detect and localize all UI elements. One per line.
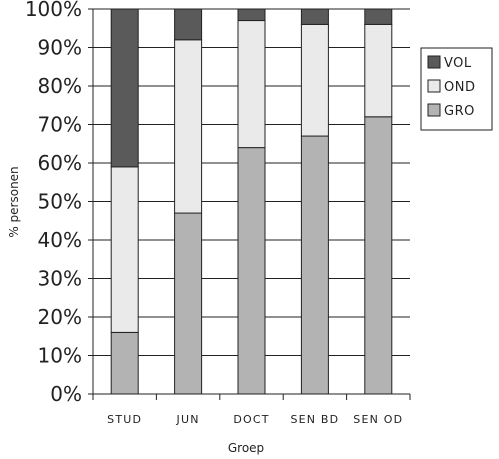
y-tick-label: 20% (38, 305, 82, 329)
legend: VOL OND GRO (420, 47, 493, 131)
bar-segment-ond (110, 166, 139, 333)
y-tick-label: 0% (50, 382, 82, 406)
bar-segment-vol (110, 8, 139, 168)
x-tick-label: JUN (176, 413, 200, 426)
bar-segment-ond (237, 20, 266, 149)
bar-segment-gro (174, 212, 203, 395)
bar-segment-gro (237, 147, 266, 395)
y-tick-labels: 0% 10% 20% 30% 40% 50% 60% 70% 80% 90% 100% (25, 0, 93, 406)
axes (92, 9, 411, 400)
y-tick-label: 70% (38, 113, 82, 137)
x-axis-title: Groep (228, 441, 264, 455)
y-axis-title: % personen (7, 166, 21, 237)
legend-label-ond: OND (444, 80, 475, 95)
bar-segment-vol (364, 8, 393, 25)
bar-segment-gro (300, 135, 329, 395)
bar-segment-vol (174, 8, 203, 41)
bar-segment-ond (174, 39, 203, 214)
bar-segment-gro (364, 116, 393, 395)
y-tick-label: 30% (38, 267, 82, 291)
y-tick-label: 10% (38, 344, 82, 368)
legend-swatch-gro (427, 103, 441, 117)
bar-segment-ond (300, 23, 329, 137)
legend-label-vol: VOL (444, 56, 472, 71)
x-tick-label: DOCT (233, 413, 269, 426)
y-tick-label: 40% (38, 228, 82, 252)
y-tick-label: 80% (38, 74, 82, 98)
bars (110, 8, 393, 395)
legend-swatch-ond (427, 79, 441, 93)
bar-segment-ond (364, 23, 393, 118)
legend-label-gro: GRO (444, 104, 475, 119)
bar-segment-vol (300, 8, 329, 25)
x-tick-label: SEN BD (290, 413, 339, 426)
y-tick-label: 60% (38, 151, 82, 175)
x-tick-label: SEN OD (353, 413, 403, 426)
x-tick-label: STUD (107, 413, 142, 426)
y-tick-label: 50% (38, 190, 82, 214)
y-tick-label: 90% (38, 36, 82, 60)
x-tick-labels: STUD JUN DOCT SEN BD SEN OD (107, 413, 403, 426)
bar-segment-gro (110, 331, 139, 395)
bar-segment-vol (237, 8, 266, 22)
y-tick-label: 100% (25, 0, 82, 21)
legend-swatch-vol (427, 55, 441, 69)
